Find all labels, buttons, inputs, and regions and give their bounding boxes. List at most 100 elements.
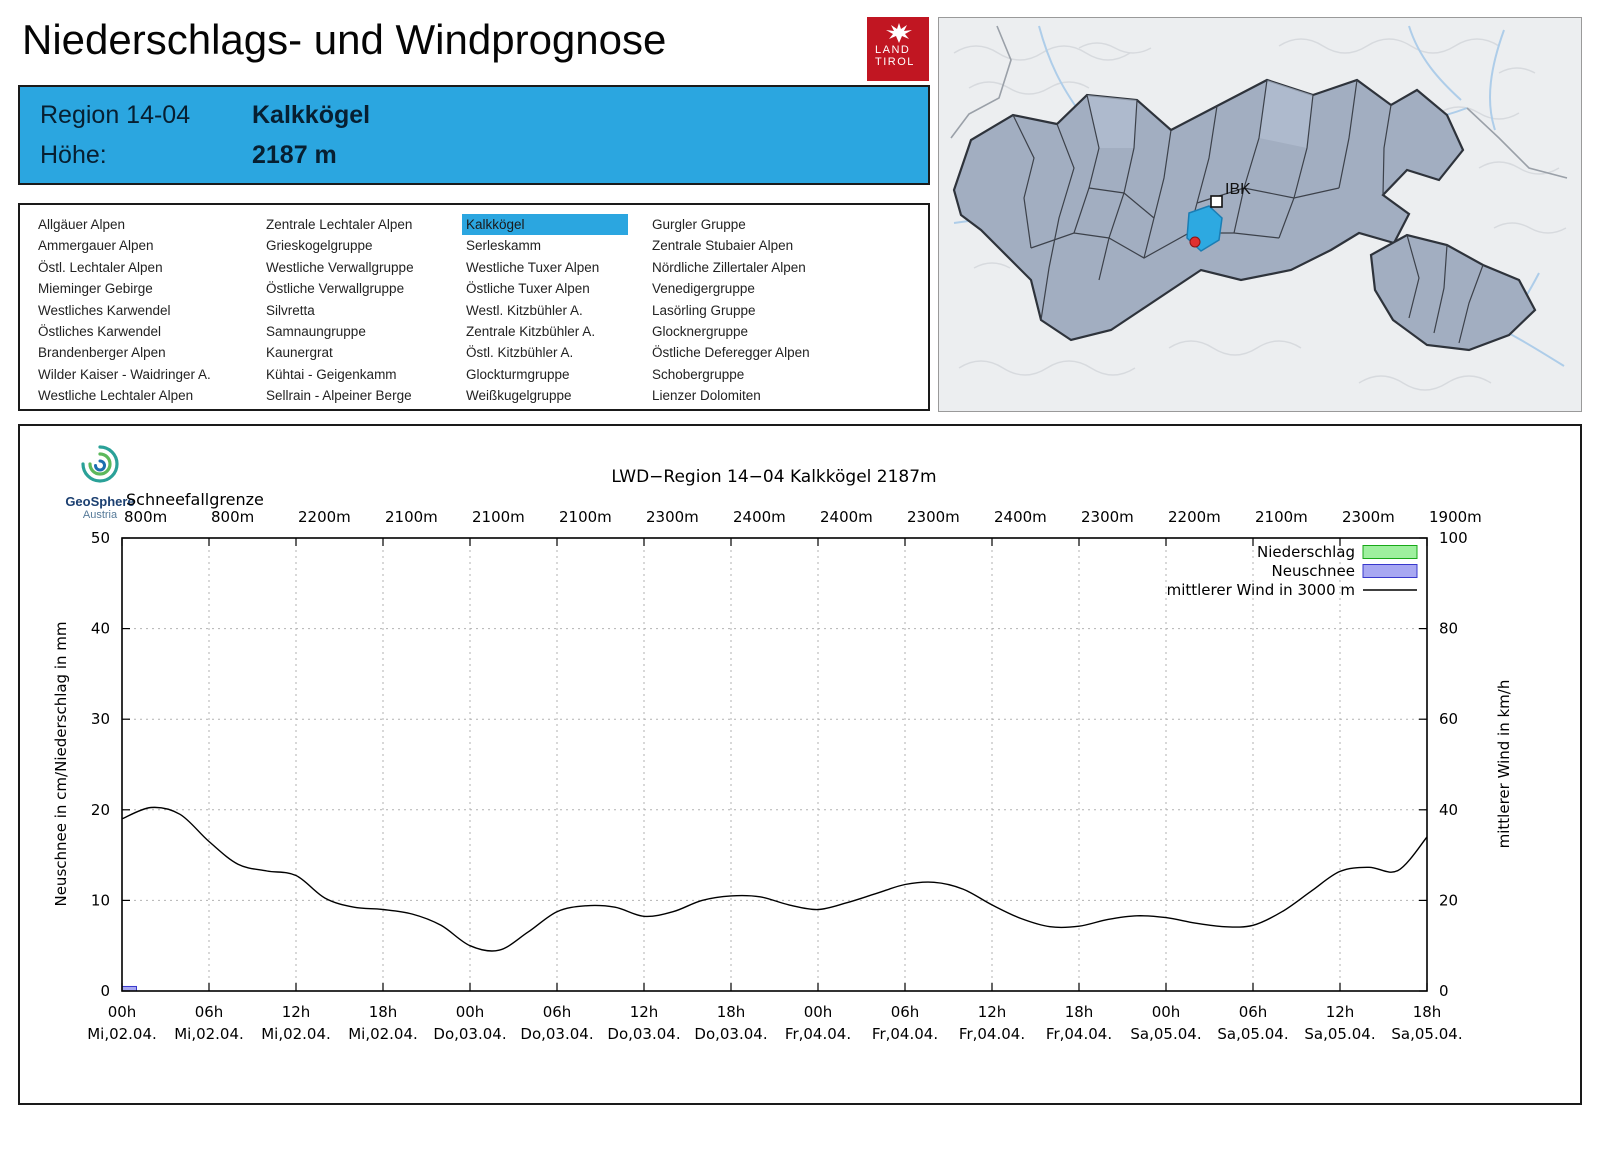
red-location-dot bbox=[1189, 236, 1201, 248]
region-item[interactable]: Lienzer Dolomiten bbox=[652, 388, 761, 404]
y-axis-label-left: Neuschnee in cm/Niederschlag in mm bbox=[52, 621, 70, 906]
y-tick-left: 20 bbox=[91, 801, 110, 819]
region-item[interactable]: Nördliche Zillertaler Alpen bbox=[652, 259, 806, 275]
region-list: Allgäuer Alpen Ammergauer Alpen Östl. Lech… bbox=[18, 203, 930, 411]
region-item[interactable]: Westliche Lechtaler Alpen bbox=[38, 388, 194, 404]
x-tick-date: Mi,02.04. bbox=[87, 1025, 157, 1043]
region-item[interactable]: Östliches Karwendel bbox=[38, 324, 162, 340]
x-tick-date: Fr,04.04. bbox=[872, 1025, 938, 1043]
geosphere-country: Austria bbox=[82, 509, 118, 521]
region-item[interactable]: Westliche Tuxer Alpen bbox=[466, 259, 600, 275]
x-tick-hour: 18h bbox=[1065, 1003, 1094, 1021]
x-tick-date: Mi,02.04. bbox=[174, 1025, 244, 1043]
region-item[interactable]: Glocknergruppe bbox=[652, 324, 749, 340]
region-item[interactable]: Allgäuer Alpen bbox=[38, 217, 126, 232]
x-tick-date: Mi,02.04. bbox=[261, 1025, 331, 1043]
geosphere-logo: GeoSphere Austria bbox=[54, 442, 146, 521]
snowline-value: 2300m bbox=[1342, 508, 1395, 526]
region-item[interactable]: Glockturmgruppe bbox=[466, 366, 570, 382]
geosphere-spiral-icon bbox=[81, 445, 119, 483]
map-marker-ibk bbox=[1210, 195, 1223, 208]
y-tick-left: 50 bbox=[91, 529, 110, 547]
region-item[interactable]: Serleskamm bbox=[466, 238, 542, 254]
snowline-value: 2100m bbox=[472, 508, 525, 526]
land-tirol-logo: LAND TIROL bbox=[867, 17, 929, 81]
x-tick-date: Sa,05.04. bbox=[1217, 1025, 1288, 1043]
x-tick-date: Fr,04.04. bbox=[785, 1025, 851, 1043]
region-item[interactable]: Kühtai - Geigenkamm bbox=[266, 366, 397, 382]
region-item[interactable]: Lasörling Gruppe bbox=[652, 302, 756, 318]
x-tick-date: Do,03.04. bbox=[694, 1025, 767, 1043]
page-title: Niederschlags- und Windprognose bbox=[22, 16, 667, 63]
east-tirol-regions bbox=[1369, 233, 1537, 352]
snowline-value: 2100m bbox=[559, 508, 612, 526]
x-tick-date: Do,03.04. bbox=[433, 1025, 506, 1043]
x-tick-hour: 12h bbox=[282, 1003, 311, 1021]
x-tick-hour: 18h bbox=[369, 1003, 398, 1021]
x-tick-hour: 12h bbox=[1326, 1003, 1355, 1021]
region-item[interactable]: Zentrale Kitzbühler A. bbox=[466, 324, 596, 340]
x-tick-date: Sa,05.04. bbox=[1304, 1025, 1375, 1043]
x-tick-hour: 00h bbox=[804, 1003, 833, 1021]
region-item[interactable]: Ammergauer Alpen bbox=[38, 238, 154, 254]
ibk-label: IBK bbox=[1225, 181, 1251, 198]
region-item[interactable]: Wilder Kaiser - Waidringer A. bbox=[38, 366, 211, 382]
region-item[interactable]: Östliche Tuxer Alpen bbox=[466, 281, 590, 297]
snowline-value: 2100m bbox=[385, 508, 438, 526]
legend-swatch bbox=[1362, 564, 1418, 578]
x-tick-date: Fr,04.04. bbox=[959, 1025, 1025, 1043]
region-item[interactable]: Schobergruppe bbox=[652, 366, 745, 382]
region-item[interactable]: Westliches Karwendel bbox=[38, 302, 171, 318]
region-item[interactable]: Östliche Deferegger Alpen bbox=[652, 345, 810, 361]
x-tick-hour: 18h bbox=[1413, 1003, 1442, 1021]
region-item[interactable]: Östl. Kitzbühler A. bbox=[466, 345, 574, 361]
y-tick-left: 40 bbox=[91, 620, 110, 638]
region-item[interactable]: Westl. Kitzbühler A. bbox=[466, 302, 583, 318]
altitude-row: Höhe: 2187 m bbox=[40, 141, 337, 170]
y-tick-right: 40 bbox=[1439, 801, 1458, 819]
x-tick-hour: 18h bbox=[717, 1003, 746, 1021]
region-item[interactable]: Sellrain - Alpeiner Berge bbox=[266, 388, 412, 404]
x-tick-date: Do,03.04. bbox=[520, 1025, 593, 1043]
chart-title: LWD−Region 14−04 Kalkkögel 2187m bbox=[611, 467, 936, 487]
x-tick-date: Do,03.04. bbox=[607, 1025, 680, 1043]
x-tick-date: Sa,05.04. bbox=[1391, 1025, 1462, 1043]
x-tick-hour: 12h bbox=[978, 1003, 1007, 1021]
region-item[interactable]: Zentrale Stubaier Alpen bbox=[652, 238, 794, 254]
region-item-selected[interactable]: Kalkkögel bbox=[462, 214, 628, 236]
y-tick-right: 0 bbox=[1439, 982, 1449, 1000]
region-column: Zentrale Lechtaler Alpen Grieskogelgruppe… bbox=[262, 214, 462, 409]
region-item[interactable]: Östl. Lechtaler Alpen bbox=[38, 259, 163, 275]
region-item[interactable]: Samnaungruppe bbox=[266, 324, 366, 340]
region-item[interactable]: Mieminger Gebirge bbox=[38, 281, 153, 297]
snowline-value: 800m bbox=[211, 508, 254, 526]
region-item[interactable]: Westliche Verwallgruppe bbox=[266, 259, 414, 275]
region-item[interactable]: Gurgler Gruppe bbox=[652, 217, 746, 232]
district-accent bbox=[1087, 95, 1137, 148]
logo-text-tirol: TIROL bbox=[875, 56, 915, 68]
region-item[interactable]: Östliche Verwallgruppe bbox=[266, 281, 405, 297]
legend-label: Neuschnee bbox=[1272, 562, 1356, 580]
region-label: Region 14-04 bbox=[40, 101, 191, 129]
region-item[interactable]: Grieskogelgruppe bbox=[266, 238, 373, 254]
x-tick-hour: 00h bbox=[1152, 1003, 1181, 1021]
legend-swatch bbox=[1362, 545, 1418, 559]
region-item[interactable]: Kaunergrat bbox=[266, 345, 333, 361]
legend-label: Niederschlag bbox=[1257, 543, 1355, 561]
region-item[interactable]: Silvretta bbox=[266, 302, 315, 318]
y-tick-left: 30 bbox=[91, 710, 110, 728]
region-item[interactable]: Zentrale Lechtaler Alpen bbox=[266, 217, 413, 232]
region-column: Allgäuer Alpen Ammergauer Alpen Östl. Lech… bbox=[34, 214, 262, 409]
region-item[interactable]: Weißkugelgruppe bbox=[466, 388, 572, 404]
region-item[interactable]: Venedigergruppe bbox=[652, 281, 755, 297]
snowline-value: 2400m bbox=[733, 508, 786, 526]
x-tick-hour: 12h bbox=[630, 1003, 659, 1021]
snowline-value: 2400m bbox=[820, 508, 873, 526]
snowline-value: 2400m bbox=[994, 508, 1047, 526]
y-tick-right: 20 bbox=[1439, 891, 1458, 909]
geosphere-name: GeoSphere bbox=[65, 494, 135, 509]
map-panel: IBK bbox=[938, 17, 1582, 412]
region-item[interactable]: Brandenberger Alpen bbox=[38, 345, 166, 361]
snowline-value: 2300m bbox=[646, 508, 699, 526]
